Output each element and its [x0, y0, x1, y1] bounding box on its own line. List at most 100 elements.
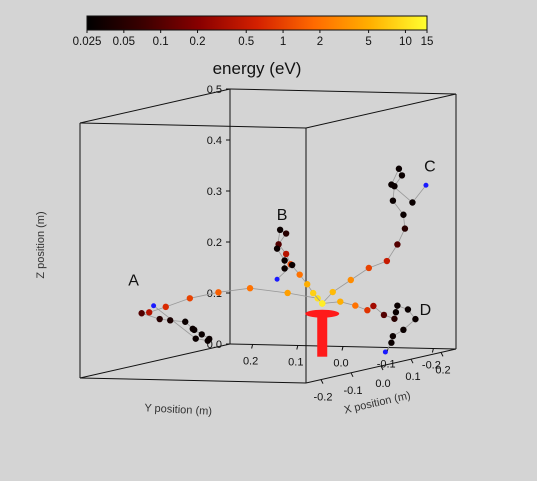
track-label: D: [420, 302, 432, 319]
track-point: [389, 197, 397, 204]
y-tick-label: -0.1: [377, 359, 396, 371]
track-c: C: [319, 158, 436, 307]
colorbar-tick-label: 5: [365, 36, 371, 48]
colorbar-tick-label: 2: [317, 36, 323, 48]
colorbar-tick-label: 0.025: [73, 36, 102, 48]
y-tick: [431, 348, 434, 353]
track-point: [198, 331, 205, 338]
track-point: [395, 165, 403, 172]
track-point: [296, 271, 303, 278]
colorbar-tick-label: 0.2: [190, 36, 206, 48]
track-line: [321, 167, 427, 304]
track-point: [215, 289, 222, 296]
x-tick-label: 0.2: [435, 364, 450, 376]
track-point: [398, 172, 406, 179]
track-end-point: [274, 276, 280, 282]
track-point: [282, 250, 290, 258]
track-label: A: [128, 272, 139, 289]
track-a: A: [128, 272, 321, 344]
box-edge: [79, 88, 231, 124]
track-point: [389, 332, 397, 340]
colorbar-tick-label: 10: [399, 36, 412, 48]
track-d: D: [319, 298, 432, 355]
box-edge: [305, 93, 457, 129]
y-tick-label: 0.1: [288, 357, 303, 369]
track-end-point: [382, 349, 388, 355]
x-tick-label: 0.0: [375, 378, 390, 390]
track-point: [319, 300, 326, 307]
track-end-point: [151, 303, 157, 309]
colorbar-tick-label: 0.5: [238, 36, 254, 48]
x-tick: [410, 358, 414, 364]
track-point: [162, 303, 169, 311]
track-point: [246, 285, 254, 292]
y-tick-label: -0.2: [422, 360, 441, 372]
y-tick-label: 0.0: [333, 358, 348, 370]
x-tick: [380, 365, 384, 371]
track-point: [167, 317, 174, 324]
track-point: [401, 225, 409, 232]
track-point: [284, 289, 291, 297]
track-point: [412, 315, 419, 323]
track-point: [400, 211, 407, 218]
x-tick-label: 0.1: [405, 371, 420, 383]
colorbar-tick-label: 0.05: [113, 36, 135, 48]
track-label: C: [424, 158, 436, 175]
box-edge: [79, 343, 231, 379]
box-edge: [79, 122, 307, 129]
track-point: [380, 311, 388, 319]
y-tick: [341, 346, 344, 351]
track-point: [146, 309, 153, 316]
source-column: [317, 313, 328, 357]
track-point: [370, 302, 377, 310]
track-point: [288, 261, 296, 269]
colorbar-tick-label: 15: [421, 36, 434, 48]
source-cap: [305, 309, 340, 318]
z-axis-label: Z position (m): [35, 211, 47, 278]
track-point: [337, 298, 344, 305]
track-point: [388, 339, 395, 346]
x-tick: [350, 372, 354, 378]
track-point: [182, 318, 189, 325]
track-point: [364, 307, 371, 314]
z-tick-label: 0.3: [207, 186, 222, 198]
track-b: B: [273, 207, 326, 307]
track-point: [388, 181, 395, 188]
track-point: [394, 241, 401, 248]
track-point: [156, 315, 163, 323]
track-end-point: [423, 182, 429, 188]
track-point: [186, 295, 194, 302]
y-axis-label: Y position (m): [144, 402, 212, 418]
z-tick-label: 0.5: [207, 84, 222, 96]
y-tick-label: 0.2: [243, 356, 258, 368]
track-point: [191, 326, 198, 334]
x-tick: [320, 379, 324, 384]
z-tick-label: 0.2: [207, 237, 222, 249]
x-tick-label: -0.1: [344, 385, 363, 397]
y-tick: [251, 344, 254, 349]
track-point: [404, 306, 412, 313]
track-point: [383, 257, 391, 265]
track-point: [400, 326, 407, 333]
box-edge: [79, 377, 307, 384]
track-point: [304, 281, 311, 288]
colorbar-tick-label: 0.1: [153, 36, 169, 48]
track-point: [281, 257, 288, 264]
colorbar-label: energy (eV): [213, 59, 302, 78]
track-point: [310, 289, 317, 297]
track-label: B: [277, 207, 288, 224]
z-tick-label: 0.4: [207, 135, 222, 147]
track-point: [329, 288, 336, 296]
track-point: [394, 302, 401, 309]
track-point: [276, 226, 284, 233]
track-point: [138, 310, 145, 317]
track-point: [204, 337, 211, 344]
track-point: [365, 264, 373, 272]
track-point: [282, 230, 290, 237]
colorbar: [86, 15, 428, 31]
y-tick: [296, 345, 299, 350]
track-point: [273, 245, 281, 252]
track-point: [352, 302, 359, 309]
colorbar-tick-label: 1: [280, 36, 286, 48]
